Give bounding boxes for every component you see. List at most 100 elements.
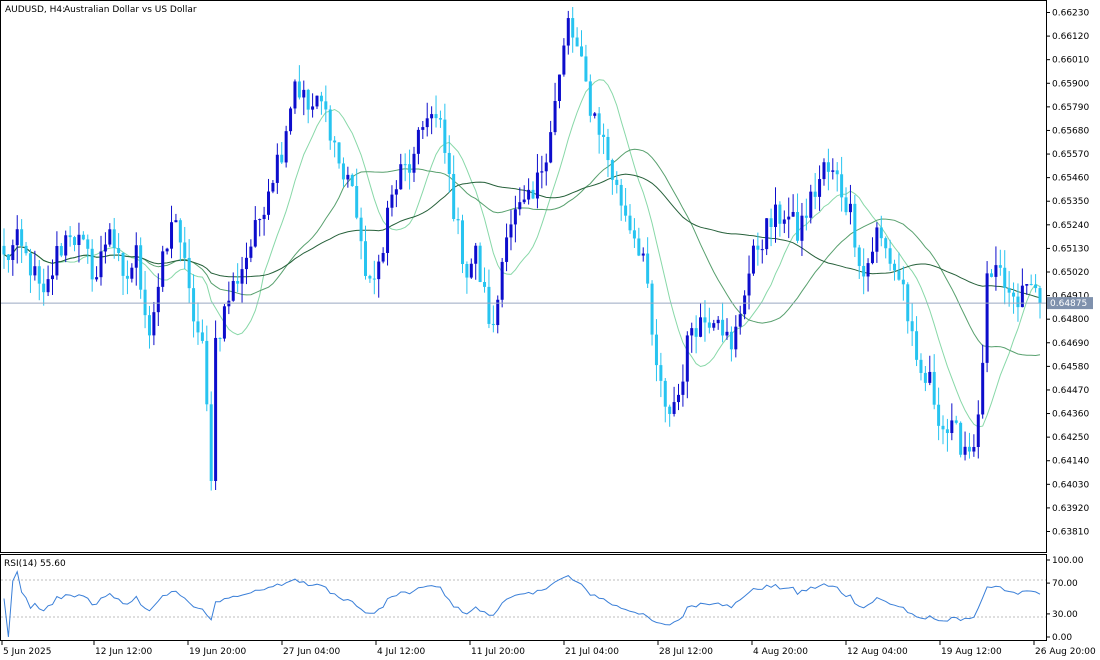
time-tick-label: 12 Jun 12:00 [95,647,152,657]
candle [363,225,367,280]
candle [209,391,213,491]
candle [606,128,610,177]
candle-body [6,254,10,260]
candle [218,337,222,352]
candle [602,123,606,155]
symbol-description: Australian Dollar vs US Dollar [64,5,197,15]
candle-body [478,245,482,283]
candle-body [399,164,403,190]
candle [112,217,116,259]
candle [959,421,963,458]
candle [491,305,495,333]
candle [998,249,1002,276]
candle-body [1020,285,1024,308]
candle-body [350,174,354,187]
candle [870,237,874,265]
candle-body [796,212,800,241]
candle-body [68,235,72,238]
time-tick-label: 21 Jul 04:00 [565,647,619,657]
candle [571,7,575,53]
candle-body [46,279,50,293]
candle [915,316,919,367]
price-tick-label: 0.64470 [1052,386,1089,396]
candle-body [663,380,667,407]
candle-body [108,229,112,245]
candle-body [557,74,561,102]
candle [271,180,275,194]
time-tick-label: 12 Aug 04:00 [847,647,908,657]
candle-body [831,170,835,172]
candle-body [1007,288,1011,293]
candle-body [90,248,94,280]
candle-body [147,315,151,336]
rsi-tick-label: 30.00 [1052,610,1078,620]
candle [125,260,129,295]
candle [447,135,451,193]
rsi-tick-label: 70.00 [1052,579,1078,589]
candle-body [231,281,235,301]
candle [236,263,240,293]
price-tick-label: 0.65680 [1052,126,1089,136]
candle-body [249,246,253,258]
candle [86,234,90,264]
candle [637,227,641,257]
candle-body [1029,284,1033,286]
time-tick-label: 11 Jul 20:00 [471,647,525,657]
rsi-axis: 100.00 70.00 30.00 0.00 [1046,556,1084,643]
candle-body [24,245,28,254]
candle-body [654,334,658,366]
candle [835,162,839,192]
candle-body [804,215,808,218]
candle-body [840,174,844,198]
candle [487,269,491,329]
candle [6,253,10,273]
candle-body [139,245,143,290]
candle [165,247,169,255]
candle-body [1003,267,1007,289]
candle-body [196,321,200,333]
price-tick-label: 0.64360 [1052,410,1089,420]
candle [641,247,645,262]
candle-body [121,252,125,276]
candle-body [81,234,85,240]
candle-body [646,253,650,284]
candle [941,415,945,445]
candle-body [738,314,742,327]
candle-body [835,170,839,175]
candle [615,171,619,194]
candle-body [337,142,341,164]
candle [408,149,412,190]
candle [399,153,403,190]
candle-body [355,186,359,218]
candle-body [306,89,310,110]
candle-body [901,279,905,285]
candle-body [910,321,914,332]
candle-body [170,222,174,249]
ma-slow-line [3,173,1041,299]
candle-body [192,288,196,322]
candle-body [253,220,257,247]
price-tick-label: 0.66010 [1052,56,1089,66]
candle-body [941,425,945,430]
candle-body [284,131,288,163]
candle [848,184,852,225]
price-tick-label: 0.64140 [1052,457,1089,467]
candle [416,127,420,165]
price-tick-label: 0.64250 [1052,433,1089,443]
candle [923,366,927,392]
candle [183,226,187,270]
candle [11,239,15,276]
candle [990,269,994,278]
candle [170,205,174,259]
candle-body [575,37,579,47]
candle-body [390,194,394,208]
candle [580,30,584,57]
candle [932,354,936,410]
candle [897,252,901,281]
candle [315,95,319,110]
candle-body [324,101,328,110]
candle [474,242,478,280]
candle [985,261,989,373]
candle-body [500,261,504,300]
